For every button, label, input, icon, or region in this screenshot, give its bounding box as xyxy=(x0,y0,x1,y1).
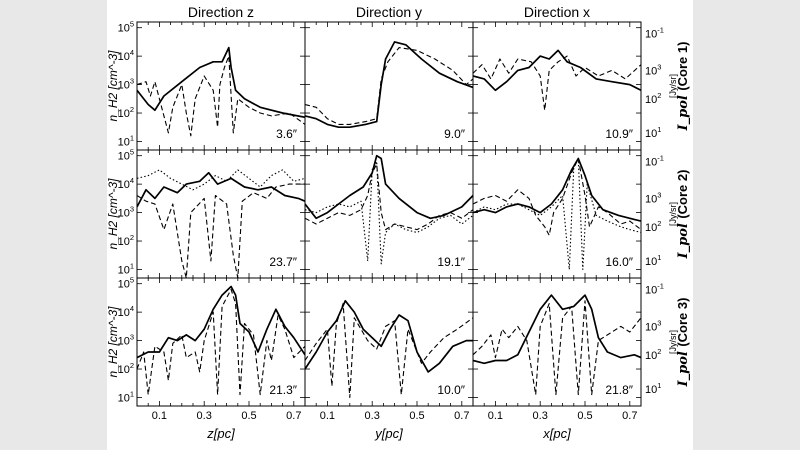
dashed-series-line xyxy=(473,55,641,111)
right-tick-label: 101 xyxy=(645,253,661,268)
solid-series-line xyxy=(473,49,641,92)
panel: 21.3″ xyxy=(136,277,306,407)
left-tick-label: 104 xyxy=(118,48,134,63)
x-tick-label: 0.3 xyxy=(533,410,548,422)
figure-canvas: Direction z Direction y Direction x 3.6″ 9.… xyxy=(107,4,691,441)
dashed-series-line xyxy=(305,303,473,399)
x-tick-label: 0.7 xyxy=(454,410,469,422)
panel-grid: 3.6″ 9.0″ 10.9″ 23.7″ 19.1″ 16.0″ 21.3″ 10.0″ 21… xyxy=(136,21,642,407)
dashed-series-line xyxy=(137,55,305,137)
dashed-series-line xyxy=(305,163,473,231)
x-tick-label: 0.1 xyxy=(488,410,503,422)
x-axis-label: x[pc] xyxy=(542,426,571,441)
panel-label: 9.0″ xyxy=(444,127,466,141)
axis-labels: 105 104 103 102 101 10-1 103 102 101 n_H2 [cm^-3]… xyxy=(107,20,691,441)
right-tick-label: 103 xyxy=(645,190,661,205)
dotted-series-line xyxy=(137,169,305,191)
right-axis-label: I_pol (Core 3) xyxy=(675,298,691,388)
panel-label: 19.1″ xyxy=(437,255,465,269)
right-tick-label: 103 xyxy=(645,318,661,333)
right-axis-unit: [Jy/sr] xyxy=(668,202,678,226)
left-axis-label: n_H2 [cm^-3] xyxy=(107,306,120,378)
right-tick-label: 10-1 xyxy=(645,25,664,40)
dotted-series-line xyxy=(305,160,473,265)
x-tick-label: 0.3 xyxy=(197,410,212,422)
panel: 3.6″ xyxy=(136,21,306,151)
x-tick-label: 0.3 xyxy=(365,410,380,422)
right-tick-label: 101 xyxy=(645,381,661,396)
right-axis-label: I_pol (Core 2) xyxy=(675,170,691,260)
left-tick-label: 103 xyxy=(118,333,134,348)
solid-series-line xyxy=(473,294,641,365)
panel: 10.9″ xyxy=(472,21,642,151)
left-axis-label: n_H2 [cm^-3] xyxy=(107,178,120,250)
solid-series-line xyxy=(305,299,473,373)
dashed-series-line xyxy=(473,300,641,396)
panel: 21.8″ xyxy=(472,277,642,407)
solid-series-line xyxy=(137,46,305,119)
right-axis-unit: [Jy/sr] xyxy=(668,330,678,354)
solid-series-line xyxy=(137,285,305,359)
right-margin-band xyxy=(693,0,800,450)
x-axis-label: y[pc] xyxy=(374,426,403,441)
column-titles: Direction z Direction y Direction x xyxy=(188,4,590,20)
column-title: Direction z xyxy=(188,4,254,20)
right-tick-label: 102 xyxy=(645,347,661,362)
column-title: Direction y xyxy=(356,4,422,20)
panel-label: 16.0″ xyxy=(605,255,633,269)
left-tick-label: 101 xyxy=(118,261,134,276)
left-tick-label: 102 xyxy=(118,233,134,248)
x-tick-label: 0.7 xyxy=(286,410,301,422)
x-tick-label: 0.1 xyxy=(152,410,167,422)
dashed-series-line xyxy=(137,183,305,278)
left-axis-label: n_H2 [cm^-3] xyxy=(107,50,120,122)
x-axis-label: z[pc] xyxy=(206,426,235,441)
dashed-series-line xyxy=(137,288,305,396)
right-tick-label: 10-1 xyxy=(645,153,664,168)
solid-series-line xyxy=(137,171,305,208)
panel: 16.0″ xyxy=(472,149,642,279)
panel-label: 21.3″ xyxy=(269,383,297,397)
left-tick-label: 104 xyxy=(118,304,134,319)
left-tick-label: 105 xyxy=(118,276,134,291)
x-tick-label: 0.7 xyxy=(622,410,637,422)
panel: 10.0″ xyxy=(304,277,474,407)
panel: 23.7″ xyxy=(136,149,306,279)
left-tick-label: 101 xyxy=(118,133,134,148)
right-tick-label: 101 xyxy=(645,125,661,140)
panel-label: 23.7″ xyxy=(269,255,297,269)
right-tick-label: 102 xyxy=(645,219,661,234)
panel: 19.1″ xyxy=(304,149,474,279)
solid-series-line xyxy=(305,41,473,129)
left-margin-band xyxy=(0,0,107,450)
dashed-series-line xyxy=(473,157,641,236)
right-axis-unit: [Jy/sr] xyxy=(668,74,678,98)
x-tick-label: 0.5 xyxy=(577,410,592,422)
right-axis-label: I_pol (Core 1) xyxy=(675,42,691,132)
x-tick-label: 0.1 xyxy=(320,410,335,422)
left-tick-label: 102 xyxy=(118,105,134,120)
left-tick-label: 105 xyxy=(118,148,134,163)
x-tick-label: 0.5 xyxy=(241,410,256,422)
left-tick-label: 103 xyxy=(118,77,134,92)
column-title: Direction x xyxy=(524,4,590,20)
panel-frame xyxy=(472,277,642,407)
dashed-series-line xyxy=(305,47,473,125)
solid-series-line xyxy=(473,157,641,222)
x-tick-label: 0.5 xyxy=(409,410,424,422)
panel: 9.0″ xyxy=(304,21,474,151)
panel-label: 10.0″ xyxy=(437,383,465,397)
right-tick-label: 102 xyxy=(645,91,661,106)
panel-label: 21.8″ xyxy=(605,383,633,397)
right-tick-label: 103 xyxy=(645,62,661,77)
panel-label: 3.6″ xyxy=(276,127,298,141)
left-tick-label: 103 xyxy=(118,205,134,220)
panel-label: 10.9″ xyxy=(605,127,633,141)
right-tick-label: 10-1 xyxy=(645,281,664,296)
left-tick-label: 104 xyxy=(118,176,134,191)
solid-series-line xyxy=(305,154,473,220)
left-tick-label: 102 xyxy=(118,361,134,376)
left-tick-label: 105 xyxy=(118,20,134,35)
left-tick-label: 101 xyxy=(118,389,134,404)
